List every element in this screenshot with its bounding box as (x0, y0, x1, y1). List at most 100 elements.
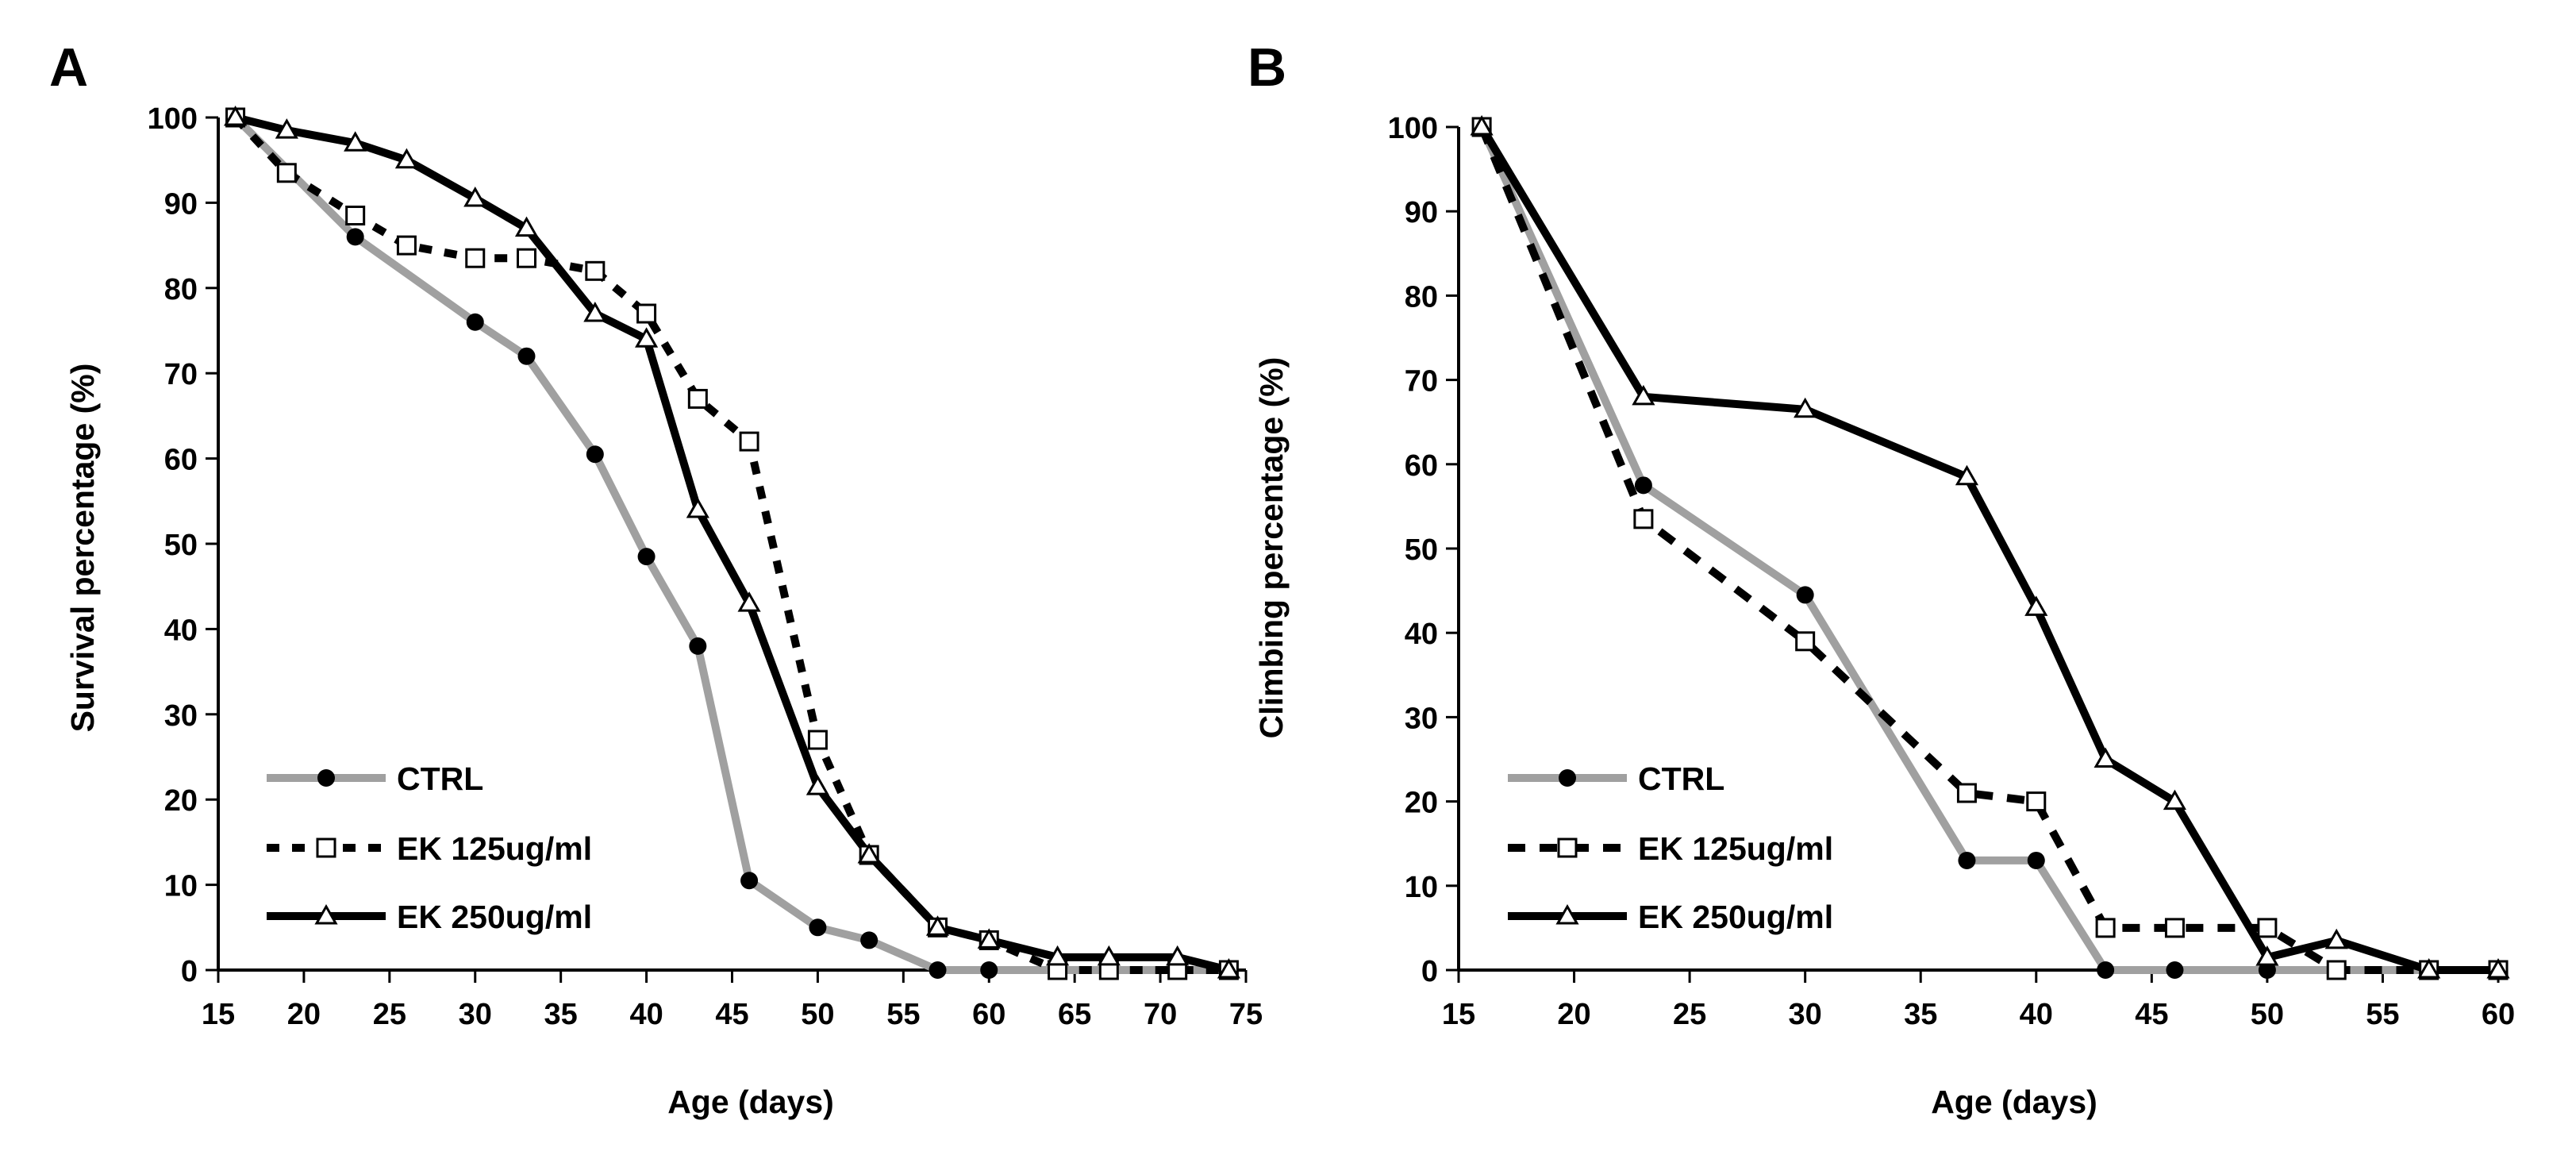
data-point-ctrl (740, 872, 759, 890)
data-point-ek250 (2163, 789, 2187, 811)
panel-a-legend: CTRL EK 125ug/ml EK 250ug/ml (267, 760, 592, 935)
data-point-ek250 (737, 591, 761, 612)
data-point-ek250 (1045, 945, 1070, 966)
data-point-ek125 (585, 260, 606, 281)
data-point-ek250 (634, 327, 659, 348)
panel-b-label: B (1248, 37, 1286, 98)
data-point-ek125 (1795, 631, 1816, 652)
data-point-ctrl (1634, 476, 1652, 495)
x-tick-label: 55 (2366, 998, 2399, 1031)
data-point-ctrl (1796, 586, 1814, 604)
y-tick-label: 70 (1405, 365, 1438, 399)
data-point-ctrl (929, 961, 947, 979)
data-point-ek250 (2417, 957, 2441, 979)
data-point-ek250 (1470, 114, 1494, 136)
data-point-ek125 (1633, 509, 1654, 529)
panel-b-legend-entry-ek125: EK 125ug/ml (1508, 830, 1833, 867)
data-point-ctrl (2097, 961, 2115, 979)
y-tick-label: 70 (164, 358, 198, 391)
panel-b-plot-area: 0 10 20 30 40 50 60 70 80 90 100 15 20 25 30 35 40 45 50 55… (1388, 112, 2516, 1031)
y-tick-label: 60 (1405, 449, 1438, 483)
data-point-ek250 (2024, 595, 2048, 616)
data-point-ek250 (2255, 945, 2279, 966)
x-tick-label: 60 (972, 998, 1005, 1031)
panel-a-label: A (49, 37, 88, 98)
y-tick-label: 40 (164, 614, 198, 647)
data-point-ctrl (689, 637, 707, 655)
x-tick-label: 45 (2135, 998, 2168, 1031)
data-point-ek250 (223, 105, 248, 126)
data-point-ctrl (2166, 961, 2184, 979)
panel-b: B 0 10 20 30 40 50 60 70 80 90 100 15 20 25 30 35 40 45 50… (1248, 37, 2515, 1120)
y-tick-label: 90 (1405, 196, 1438, 229)
y-tick-label: 10 (164, 870, 198, 903)
x-tick-label: 25 (1673, 998, 1706, 1031)
x-tick-label: 35 (1904, 998, 1937, 1031)
y-tick-label: 100 (148, 102, 198, 136)
data-point-ctrl (586, 445, 604, 464)
x-tick-label: 20 (1557, 998, 1590, 1031)
data-point-ek250 (977, 928, 1001, 949)
legend-swatch-marker (1557, 837, 1578, 858)
y-tick-label: 30 (1405, 702, 1438, 735)
panel-a: A 0 10 20 30 40 50 60 70 80 90 100 15 20 25 30 35 40 45 50… (49, 37, 1263, 1120)
data-point-ek125 (2164, 918, 2185, 938)
data-point-ek125 (396, 235, 417, 256)
data-point-ek250 (1097, 945, 1121, 966)
x-tick-label: 15 (1442, 998, 1475, 1031)
y-tick-label: 40 (1405, 618, 1438, 651)
data-point-ek125 (1956, 783, 1977, 803)
data-point-ek250 (2486, 957, 2510, 979)
series-line-ek250 (234, 114, 1230, 974)
legend-label-ek250: EK 250ug/ml (1638, 899, 1833, 935)
data-point-ctrl (860, 931, 879, 949)
panel-a-plot-area: 0 10 20 30 40 50 60 70 80 90 100 15 20 25 30 35 40 45 50 55… (148, 102, 1263, 1031)
data-point-ek250 (1632, 384, 1655, 406)
legend-swatch-marker (1555, 903, 1579, 925)
data-point-ek125 (2257, 918, 2278, 938)
x-tick-label: 25 (373, 998, 406, 1031)
legend-swatch-marker (1559, 769, 1576, 787)
panel-a-legend-entry-ek250: EK 250ug/ml (267, 899, 592, 935)
y-tick-label: 90 (164, 187, 198, 221)
data-point-ek250 (583, 301, 607, 322)
data-point-ek125 (2026, 791, 2047, 812)
y-tick-label: 100 (1388, 112, 1438, 145)
data-point-ek125 (739, 431, 759, 452)
x-tick-label: 40 (629, 998, 663, 1031)
y-tick-label: 50 (164, 529, 198, 562)
x-tick-label: 30 (1789, 998, 1822, 1031)
data-point-ek250 (925, 915, 950, 936)
data-point-ek250 (1955, 464, 1979, 486)
panel-a-legend-entry-ek125: EK 125ug/ml (267, 830, 592, 867)
legend-label-ek125: EK 125ug/ml (397, 830, 592, 867)
data-point-ek250 (394, 148, 419, 169)
panel-a-y-axis-label: Survival percentage (%) (64, 364, 101, 733)
y-tick-label: 20 (1405, 787, 1438, 820)
legend-label-ctrl: CTRL (1638, 760, 1724, 797)
y-tick-label: 80 (164, 273, 198, 306)
data-point-ctrl (809, 918, 827, 937)
x-tick-label: 50 (2251, 998, 2284, 1031)
x-tick-label: 45 (715, 998, 748, 1031)
panel-b-x-axis-label: Age (days) (1931, 1084, 2097, 1120)
data-point-ek125 (2326, 960, 2347, 980)
data-point-ek250 (1794, 397, 1817, 418)
data-point-ek250 (514, 216, 539, 237)
data-point-ctrl (637, 548, 656, 566)
x-tick-label: 15 (202, 998, 235, 1031)
y-tick-label: 20 (164, 784, 198, 818)
data-point-ctrl (980, 961, 998, 979)
x-tick-label: 30 (459, 998, 492, 1031)
legend-label-ek250: EK 250ug/ml (397, 899, 592, 935)
data-point-ek125 (636, 303, 657, 324)
data-point-ek250 (275, 118, 298, 139)
data-point-ctrl (517, 347, 536, 365)
x-tick-label: 75 (1229, 998, 1263, 1031)
data-point-ek250 (2324, 928, 2348, 949)
data-point-ek250 (686, 498, 709, 518)
legend-swatch-marker (317, 769, 335, 787)
data-point-ek125 (517, 248, 536, 268)
data-point-ek125 (345, 206, 366, 226)
